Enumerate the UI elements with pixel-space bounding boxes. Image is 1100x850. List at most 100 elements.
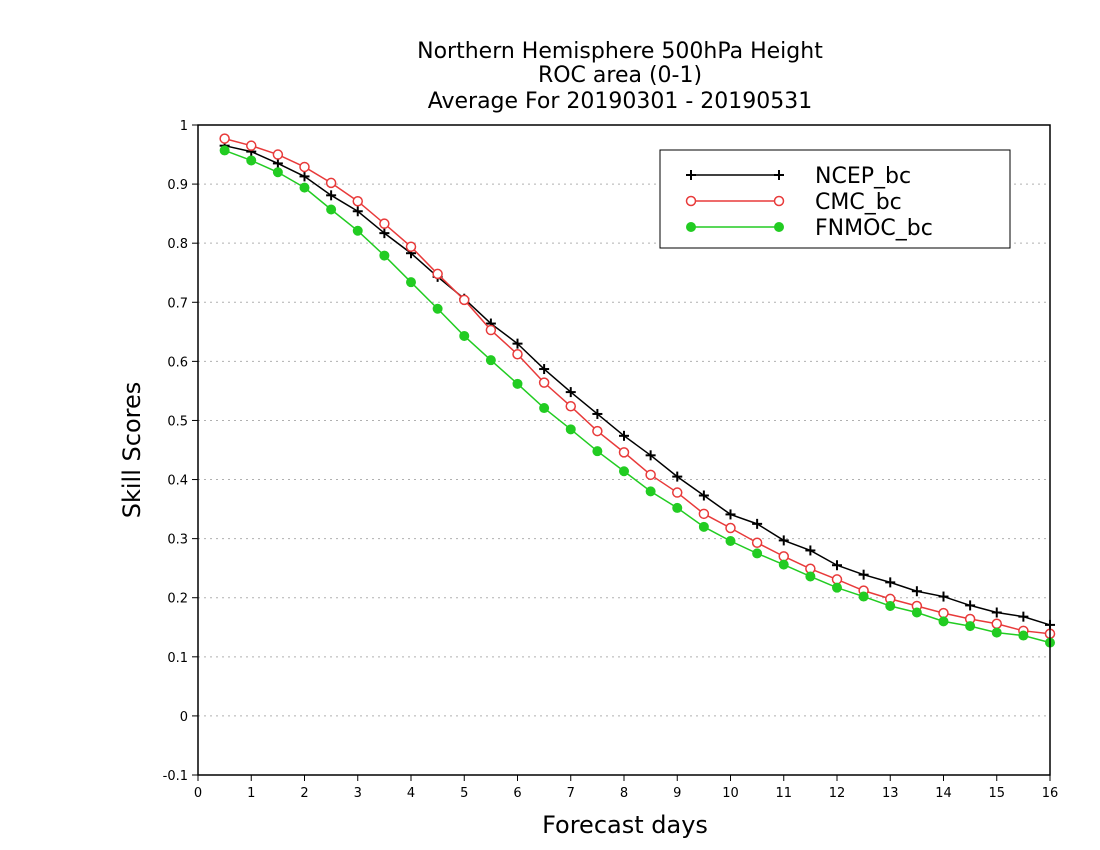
data-point (432, 303, 443, 314)
data-point (299, 171, 310, 182)
data-point (512, 378, 523, 389)
plot-frame (197, 124, 1051, 776)
series-layer (219, 133, 1056, 648)
data-point (858, 591, 869, 602)
data-point (991, 618, 1002, 629)
data-point (805, 571, 816, 582)
data-point (698, 490, 709, 501)
data-point (805, 545, 816, 556)
x-tick-label: 2 (300, 786, 308, 801)
data-point (326, 190, 337, 201)
data-point (272, 158, 283, 169)
data-point (1018, 611, 1029, 622)
x-tick-label: 14 (935, 786, 952, 801)
legend-item: NCEP_bc (686, 164, 911, 189)
data-point (325, 177, 337, 189)
x-tick-label: 12 (829, 786, 846, 801)
legend-label: NCEP_bc (815, 164, 911, 189)
data-point (752, 548, 763, 559)
data-point (672, 502, 683, 513)
data-point (831, 574, 843, 585)
legend-label: CMC_bc (815, 190, 902, 215)
y-tick-label: 0 (180, 710, 188, 725)
legend-marker (686, 222, 696, 232)
x-tick-label: 6 (513, 786, 521, 801)
data-point (459, 330, 470, 341)
x-tick-label: 15 (988, 786, 1005, 801)
data-point (778, 551, 789, 562)
data-point (645, 469, 656, 481)
data-point (406, 277, 416, 288)
y-tick-label: 0.5 (167, 414, 188, 429)
data-point (539, 403, 550, 414)
legend-box (659, 149, 1011, 249)
legend-marker (685, 195, 697, 207)
x-tick-label: 9 (673, 786, 681, 801)
legend-marker (686, 170, 696, 180)
data-point (619, 466, 629, 477)
data-point (672, 471, 683, 482)
data-point (991, 627, 1002, 638)
data-point (911, 586, 922, 597)
legend-marker (774, 222, 784, 232)
data-point (379, 228, 390, 239)
x-tick-label: 16 (1042, 786, 1059, 801)
x-tick-label: 11 (775, 786, 792, 801)
legend-item: FNMOC_bc (686, 216, 933, 241)
x-tick-label: 10 (722, 786, 739, 801)
data-point (246, 140, 257, 151)
series-FNMOC_bc (219, 145, 1055, 648)
data-point (326, 204, 337, 215)
y-tick-label: 0.3 (167, 533, 188, 548)
data-point (991, 607, 1002, 618)
series-line (224, 144, 1051, 626)
x-tick-label: 8 (620, 786, 628, 801)
data-point (565, 424, 576, 435)
y-axis-label: Skill Scores (118, 382, 146, 519)
data-point (645, 486, 656, 497)
y-tick-label: 0.8 (167, 237, 188, 252)
data-point (778, 535, 789, 546)
data-point (565, 387, 576, 398)
x-tick-label: 5 (460, 786, 468, 801)
data-point (299, 182, 310, 193)
y-tick-label: 0.7 (167, 296, 188, 311)
data-point (432, 268, 443, 280)
y-tick-label: 0.9 (167, 178, 188, 193)
data-point (272, 167, 283, 178)
data-point (832, 560, 842, 571)
data-point (246, 155, 257, 166)
data-point (645, 450, 656, 461)
data-point (751, 537, 763, 549)
chart-title-line-2: ROC area (0-1) (538, 63, 702, 88)
grid (198, 183, 1050, 717)
data-point (672, 487, 683, 498)
data-point (752, 518, 763, 529)
x-tick-label: 4 (407, 786, 415, 801)
data-point (512, 338, 523, 349)
data-point (1018, 630, 1029, 641)
data-point (965, 600, 976, 611)
data-point (618, 447, 630, 458)
data-point (698, 521, 709, 532)
x-tick-label: 7 (567, 786, 575, 801)
y-tick-label: 0.6 (167, 355, 188, 370)
legend-item: CMC_bc (685, 190, 902, 215)
data-point (485, 355, 496, 366)
data-point (592, 408, 603, 419)
data-point (778, 559, 789, 570)
x-tick-label: 13 (882, 786, 899, 801)
x-tick-label: 0 (194, 786, 202, 801)
data-point (272, 149, 284, 160)
data-point (911, 607, 922, 618)
x-axis: 0 1 2 3 4 5 6 7 8 9 10 11 12 13 14 15 16 (194, 775, 1058, 801)
data-point (352, 206, 363, 217)
legend-label: FNMOC_bc (815, 216, 933, 241)
data-point (299, 161, 310, 173)
data-point (219, 145, 230, 156)
data-point (592, 446, 603, 457)
data-point (379, 218, 390, 229)
data-point (832, 582, 842, 593)
